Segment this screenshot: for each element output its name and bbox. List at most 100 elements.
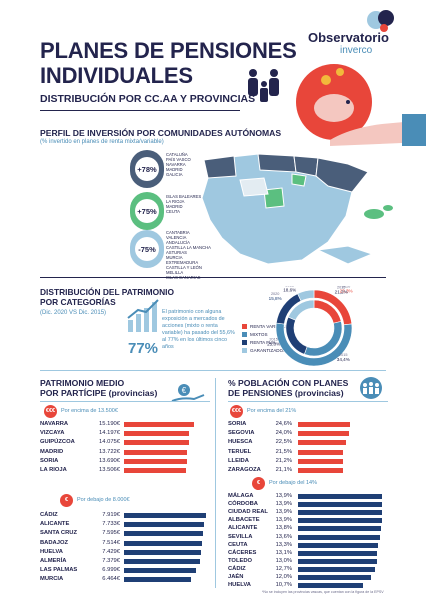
province-name: NAVARRA (40, 421, 69, 427)
province-value: 13,9% (275, 509, 292, 516)
list-item: SORIA 13.690€ (40, 457, 210, 466)
province-bar (298, 502, 382, 508)
province-name: LLEIDA (228, 457, 249, 464)
legend-item: RENTA VARIABLE (242, 322, 288, 330)
legend-swatch (242, 347, 247, 353)
title-line-2: INDIVIDUALES (40, 63, 193, 88)
province-name: TOLEDO (228, 557, 253, 564)
province-value: 21,5% (275, 448, 292, 455)
province-bar (298, 449, 344, 455)
list-item: ZARAGOZA 21,1% (228, 466, 388, 475)
people-group-icon (360, 377, 382, 399)
province-value: 22,5% (275, 439, 292, 446)
region-name: ISLAS BALEARES (166, 194, 202, 199)
donut-label: 25,8% (267, 341, 280, 346)
donut-year-label: 2015 (269, 337, 277, 341)
list-item: CÁCERES 13,1% (228, 549, 388, 558)
province-name: SORIA (228, 421, 247, 427)
province-name: ALMERÍA (40, 558, 67, 564)
province-name: ALICANTE (228, 525, 258, 532)
province-bar (298, 542, 379, 548)
province-value: 7.733€ (102, 521, 120, 528)
donut-year-label: 2015 (339, 353, 347, 357)
province-bar (124, 522, 205, 528)
list-item: CÁDIZ 7.919€ (40, 511, 210, 520)
province-value: 13.506€ (99, 467, 120, 473)
title-line-1: PLANES DE PENSIONES (40, 38, 297, 63)
province-bar (298, 518, 382, 524)
logo-subtitle: inverco (340, 45, 373, 56)
perfil-pct: +75% (135, 199, 159, 223)
province-name: ALBACETE (228, 517, 260, 524)
list-item: SEGOVIA 24,0% (228, 429, 388, 438)
list-item: TERUEL 21,5% (228, 448, 388, 457)
poblacion-above-badge: €€€ Por encima del 21% (230, 404, 296, 418)
perfil-pct: -75% (135, 237, 159, 261)
donut-year-label: 2020 (342, 286, 350, 288)
province-name: HUELVA (40, 548, 63, 555)
donut-slice-2015-3 (287, 299, 315, 321)
province-value: 14.197€ (99, 430, 120, 437)
distribucion-title: DISTRIBUCIÓN DEL PATRIMONIO POR CATEGORÍ… (40, 287, 174, 307)
euro-coin-icon: €€€ (230, 404, 243, 418)
province-bar (124, 540, 202, 546)
perfil-pct: +78% (135, 157, 159, 181)
piggy-bank-icon (296, 64, 426, 146)
province-name: VIZCAYA (40, 430, 65, 437)
region-name: CASTILLA Y LEÓN (166, 265, 202, 270)
province-value: 6.999€ (102, 567, 120, 574)
province-name: CÁDIZ (40, 512, 58, 518)
list-item: JAÉN 12,0% (228, 573, 388, 582)
logo-name: Observatorio (308, 30, 389, 45)
province-bar (124, 513, 206, 518)
list-item: BADAJOZ 7.514€ (40, 539, 210, 548)
legend-label: RENTA FIJA (250, 339, 276, 345)
province-bar (298, 583, 363, 589)
province-bar (298, 431, 349, 437)
region-name: CANTABRIA (166, 230, 190, 235)
legend-item: MIXTOS (242, 330, 288, 338)
list-item: ALICANTE 7.733€ (40, 520, 210, 529)
poblacion-rule (228, 401, 388, 402)
donut-year-label: 2020 (271, 292, 279, 296)
province-value: 15.190€ (99, 421, 120, 427)
legend-label: GARANTIZADOS (250, 347, 287, 353)
distribucion-donut-chart: 23,3%202053,8%202015,8%20207,1%202021,2%… (267, 286, 352, 368)
province-bar (124, 568, 197, 574)
province-name: CIUDAD REAL (228, 509, 268, 516)
province-bar (124, 422, 194, 427)
distribucion-legend: RENTA VARIABLE MIXTOS RENTA FIJA GARANTIZAD… (242, 322, 288, 354)
perfil-note: (% invertido en planes de renta mixta/va… (40, 139, 164, 145)
province-value: 12,7% (275, 565, 292, 572)
province-name: MURCIA (40, 576, 64, 583)
perfil-pill: +78% (130, 150, 164, 188)
region-name: CATALUÑA (166, 152, 188, 157)
province-name: TERUEL (228, 448, 252, 455)
legend-label: RENTA VARIABLE (250, 323, 289, 329)
province-bar (298, 494, 382, 499)
region-name: GALICIA (166, 172, 183, 177)
hand-coin-icon: € (171, 384, 205, 402)
distribucion-text: El patrimonio con alguna exposición a me… (162, 309, 235, 350)
region-name: CASTILLA LA MANCHA (166, 245, 211, 250)
list-item: MÁLAGA 13,9% (228, 492, 388, 501)
province-name: HUESCA (228, 439, 253, 446)
province-name: SEGOVIA (228, 430, 255, 437)
province-bar (124, 531, 203, 537)
province-value: 13,8% (275, 525, 292, 532)
province-bar (124, 440, 189, 446)
list-item: HUESCA 22,5% (228, 438, 388, 447)
list-item: CIUDAD REAL 13,9% (228, 508, 388, 517)
list-item: MURCIA 6.464€ (40, 575, 210, 584)
province-name: JAÉN (228, 574, 244, 580)
stock-chart-icon (127, 299, 159, 332)
province-name: SANTA CRUZ (40, 530, 78, 537)
legend-swatch (242, 339, 247, 345)
patrimonio-above-label: Por encima de 13.500€ (61, 408, 118, 414)
donut-slice-2020-3 (297, 289, 315, 302)
legend-swatch (242, 323, 247, 329)
poblacion-below-badge: € Por debajo del 14% (252, 476, 317, 490)
list-item: CÁDIZ 12,7% (228, 565, 388, 574)
legend-label: MIXTOS (250, 331, 268, 337)
province-name: LA RIOJA (40, 467, 67, 473)
